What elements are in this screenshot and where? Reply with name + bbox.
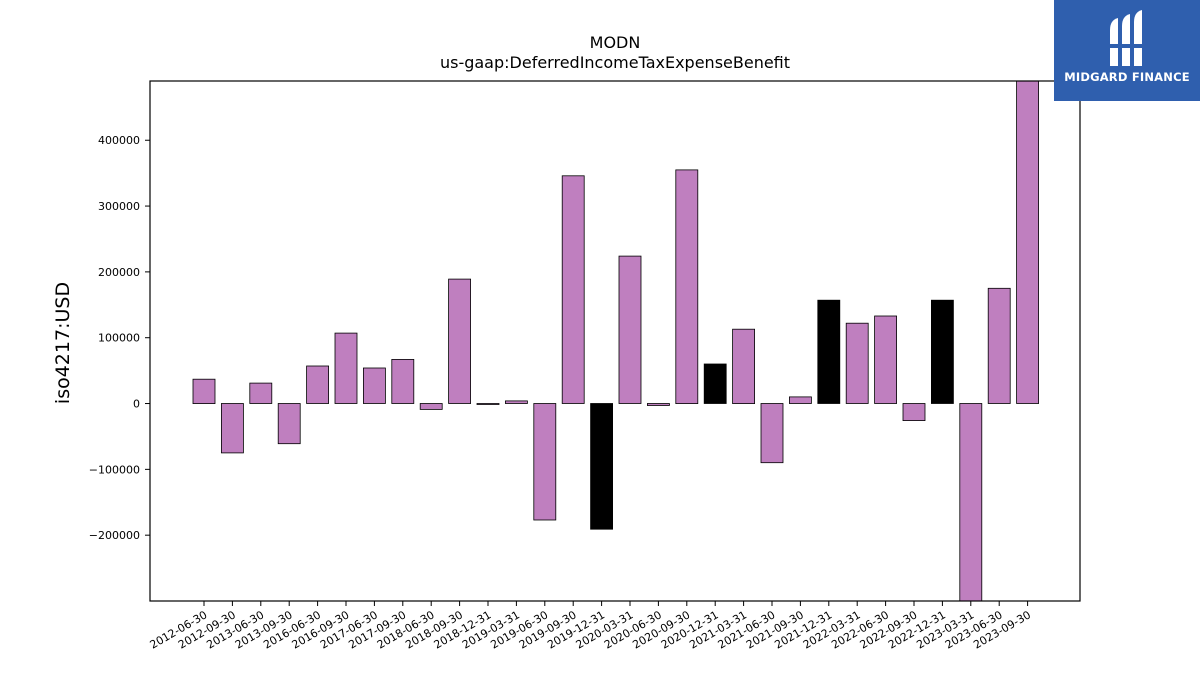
bar-2018-09-30: [448, 278, 472, 404]
y-tick-label: 100000: [98, 332, 140, 345]
midgard-logo-icon: [1110, 10, 1142, 66]
bar-2013-06-30: [249, 382, 273, 404]
bar-2019-09-30: [561, 175, 585, 404]
bar-2012-09-30: [220, 403, 244, 454]
bar-2023-03-31: [959, 403, 983, 602]
plot-frame: [149, 80, 1081, 602]
bar-2022-09-30: [902, 403, 926, 422]
brand-name: MIDGARD FINANCE: [1064, 70, 1190, 84]
y-tick-label: 400000: [98, 134, 140, 147]
bar-2020-12-31: [703, 363, 727, 404]
y-tick-label: −100000: [89, 463, 140, 476]
bar-2020-06-30: [647, 403, 670, 406]
bar-2012-06-30: [192, 378, 216, 405]
bar-2017-09-30: [391, 358, 415, 404]
bar-2022-06-30: [874, 315, 897, 404]
bar-2021-03-31: [732, 328, 755, 405]
bar-2020-09-30: [675, 169, 699, 404]
bar-2018-06-30: [419, 403, 443, 410]
bar-2019-03-31: [504, 400, 528, 404]
bar-2019-06-30: [533, 403, 557, 521]
x-axis-ticks: 2012-06-302012-09-302013-06-302013-09-30…: [148, 601, 1033, 652]
bar-2021-06-30: [760, 403, 784, 464]
bar-2013-09-30: [277, 403, 301, 445]
bar-2018-12-31: [476, 403, 500, 405]
y-tick-label: 300000: [98, 200, 140, 213]
bars-layer: [192, 80, 1039, 602]
brand-logo: MIDGARD FINANCE: [1054, 0, 1200, 101]
bar-2019-12-31: [590, 403, 613, 530]
bar-2021-09-30: [789, 396, 812, 404]
y-axis-label: iso4217:USD: [52, 282, 74, 404]
bar-2022-03-31: [845, 322, 869, 404]
bar-2020-03-31: [618, 255, 642, 404]
bar-2022-12-31: [931, 299, 954, 404]
y-tick-label: 200000: [98, 266, 140, 279]
bar-2023-09-30: [1016, 80, 1039, 404]
bar-2021-12-31: [817, 299, 841, 404]
y-axis-ticks: −200000 −100000 0 100000 200000 300000 400000: [89, 134, 150, 542]
bar-2016-09-30: [334, 332, 358, 404]
chart-title: MODN: [590, 33, 641, 52]
chart-subtitle: us-gaap:DeferredIncomeTaxExpenseBenefit: [440, 53, 790, 72]
y-tick-label: −200000: [89, 529, 140, 542]
bar-2017-06-30: [362, 367, 386, 404]
bar-2023-06-30: [987, 287, 1011, 404]
bar-2016-06-30: [306, 365, 330, 404]
y-tick-label: 0: [133, 398, 140, 411]
